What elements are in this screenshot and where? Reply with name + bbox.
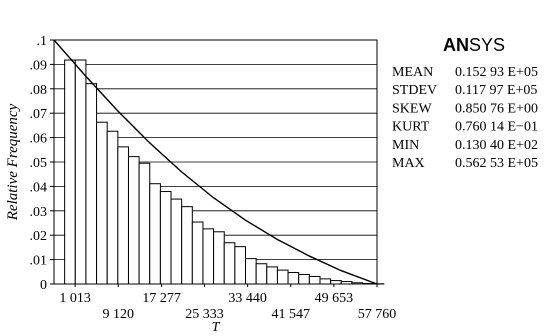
histogram-bars	[64, 59, 385, 285]
y-tick-label: .03	[30, 205, 48, 220]
y-tick-label: .06	[30, 132, 48, 147]
histogram-bar	[117, 146, 129, 285]
x-tick-label: 57 760	[358, 307, 397, 322]
y-tick-label: .07	[30, 107, 48, 122]
y-tick-label: .01	[30, 254, 48, 269]
x-tick-label: 33 440	[228, 291, 267, 306]
histogram-bar	[213, 231, 225, 285]
stat-name: SKEW	[392, 101, 432, 116]
y-tick-label: 0	[40, 278, 47, 293]
ansys-logo-rest: SYS	[469, 35, 505, 55]
ansys-logo-bold: AN	[443, 35, 469, 55]
x-tick-label: 49 653	[315, 291, 354, 306]
ansys-logo: ANSYS	[443, 35, 505, 55]
stat-value: 0.117 97 E+05	[455, 83, 537, 98]
histogram-bar	[127, 156, 140, 285]
fit-curve	[53, 39, 378, 285]
y-axis-label: Relative Frequency	[5, 103, 21, 221]
histogram-bar	[330, 280, 342, 285]
y-tick-label: .04	[30, 180, 48, 195]
stat-value: 0.760 14 E−01	[455, 120, 538, 135]
histogram-bar	[191, 221, 204, 285]
histogram-bar	[170, 198, 183, 285]
histogram-bar	[85, 83, 98, 285]
fit-curve-layer	[53, 39, 378, 285]
x-tick-label: 9 120	[102, 307, 134, 322]
x-tick-label: 41 547	[272, 307, 311, 322]
histogram-bar	[159, 191, 172, 285]
histogram-bar	[308, 275, 321, 285]
statistics-panel: MEAN 0.152 93 E+05 STDEV 0.117 97 E+05 SKEW 0…	[392, 65, 538, 171]
x-tick-label: 1 013	[59, 291, 91, 306]
stat-name: MEAN	[392, 65, 433, 80]
stat-name: STDEV	[392, 83, 437, 98]
stat-value: 0.850 76 E+00	[455, 101, 538, 116]
y-tick-label: .1	[37, 34, 48, 49]
histogram-bar	[138, 162, 151, 285]
x-tick-labels: 1 013 9 120 17 277 25 333 33 440 41 547 49 653…	[59, 284, 396, 322]
histogram-bar	[74, 59, 87, 285]
stat-name: KURT	[392, 120, 430, 135]
histogram-bar	[106, 130, 119, 285]
stat-name: MIN	[392, 138, 419, 153]
x-axis-label: T	[212, 320, 221, 335]
histogram-bar	[202, 228, 215, 285]
histogram-bar	[149, 183, 161, 285]
y-tick-label: .08	[30, 83, 48, 98]
histogram-bar	[245, 258, 257, 285]
histogram-bar	[266, 266, 278, 285]
plot-frame	[53, 39, 378, 285]
y-tick-label: .09	[30, 58, 48, 73]
histogram-bar	[255, 263, 268, 285]
y-tick-label: .02	[30, 229, 48, 244]
histogram-bar	[96, 121, 108, 285]
stat-value: 0.130 40 E+02	[455, 138, 538, 153]
x-tick-label: 25 333	[185, 307, 224, 322]
histogram-bar	[298, 273, 310, 285]
stat-name: MAX	[392, 156, 425, 171]
histogram-bar	[234, 246, 247, 285]
histogram-bar	[64, 59, 76, 285]
stat-value: 0.152 93 E+05	[455, 65, 538, 80]
x-tick-label: 17 277	[142, 291, 181, 306]
histogram-bar	[319, 278, 332, 285]
y-tick-label: .05	[30, 156, 48, 171]
y-tick-labels: .1 .09 .08 .07 .06 .05 .04 .03 .02 .01 0	[30, 34, 48, 293]
histogram-bar	[276, 269, 289, 285]
stat-value: 0.562 53 E+05	[455, 156, 538, 171]
histogram-bar	[287, 272, 300, 285]
histogram-bar	[223, 242, 236, 285]
histogram-bar	[181, 206, 193, 285]
